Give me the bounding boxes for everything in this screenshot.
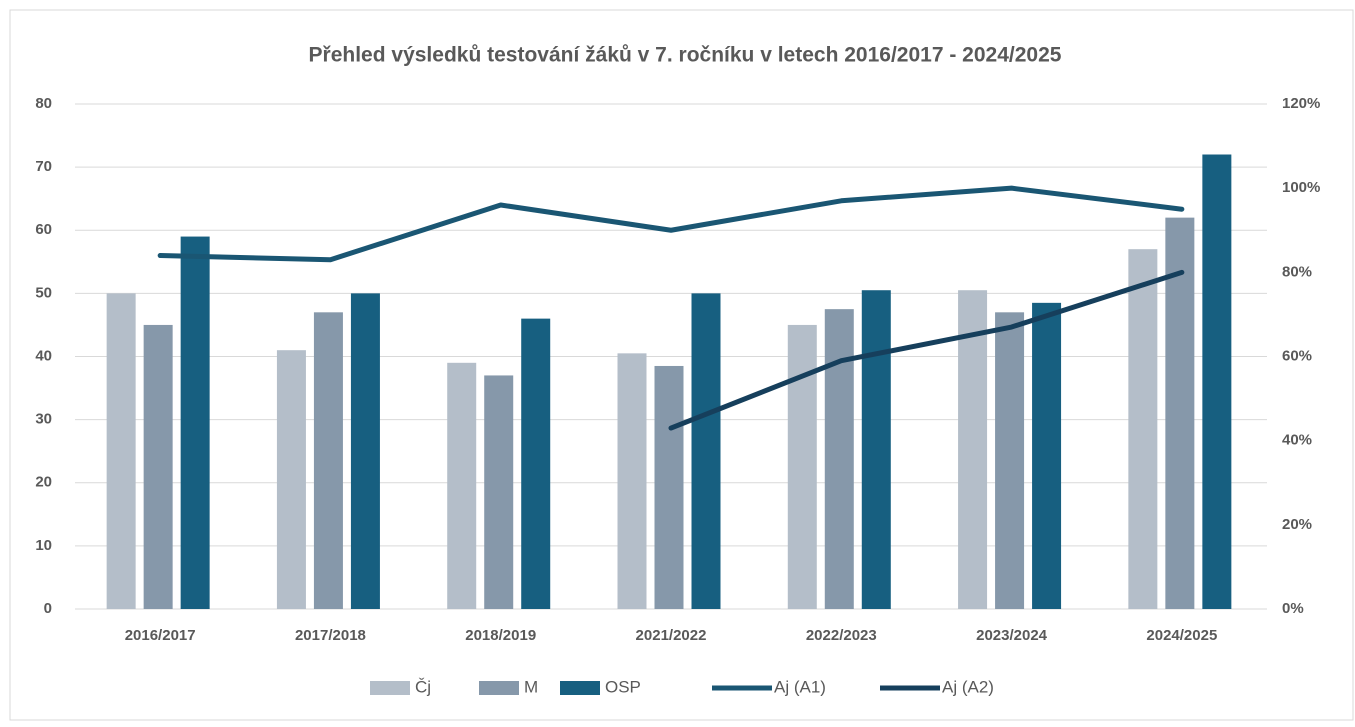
bar xyxy=(787,324,817,609)
y-tick-label: 30 xyxy=(35,411,52,428)
bar xyxy=(447,362,477,609)
x-tick-label: 2021/2022 xyxy=(636,627,707,644)
legend-label: Aj (A2) xyxy=(942,677,994,696)
bar xyxy=(691,293,721,609)
x-tick-label: 2022/2023 xyxy=(806,627,877,644)
legend-label: Čj xyxy=(415,677,431,696)
y2-tick-label: 60% xyxy=(1282,347,1312,364)
y-tick-label: 0 xyxy=(44,600,52,617)
legend-swatch xyxy=(370,681,410,695)
y2-tick-label: 100% xyxy=(1282,179,1320,196)
bar xyxy=(617,353,647,609)
bar xyxy=(1032,302,1062,609)
bar xyxy=(861,290,891,609)
bar xyxy=(654,365,684,609)
line xyxy=(157,185,1185,263)
y-tick-label: 60 xyxy=(35,221,52,238)
y-tick-label: 10 xyxy=(35,537,52,554)
legend-label: Aj (A1) xyxy=(774,677,826,696)
bar xyxy=(484,375,514,609)
y2-tick-label: 40% xyxy=(1282,432,1312,449)
bar xyxy=(106,293,136,609)
y2-tick-label: 0% xyxy=(1282,600,1304,617)
y2-tick-label: 80% xyxy=(1282,263,1312,280)
x-tick-label: 2024/2025 xyxy=(1146,627,1217,644)
bar xyxy=(180,236,210,609)
y-tick-label: 40 xyxy=(35,347,52,364)
y-tick-label: 70 xyxy=(35,158,52,175)
x-tick-label: 2016/2017 xyxy=(125,627,196,644)
bar xyxy=(1202,154,1232,609)
bar xyxy=(1165,217,1195,609)
legend-label: OSP xyxy=(605,677,641,696)
legend-label: M xyxy=(524,677,538,696)
y2-tick-label: 20% xyxy=(1282,516,1312,533)
bar xyxy=(1128,249,1158,609)
x-tick-label: 2023/2024 xyxy=(976,627,1048,644)
bar xyxy=(521,318,551,609)
legend-swatch xyxy=(479,681,519,695)
bar xyxy=(995,312,1025,609)
legend-swatch xyxy=(560,681,600,695)
bar xyxy=(824,309,854,609)
x-tick-label: 2017/2018 xyxy=(295,627,366,644)
bar xyxy=(313,312,343,609)
bar xyxy=(143,324,173,609)
y2-tick-label: 120% xyxy=(1282,95,1320,112)
bar xyxy=(350,293,380,609)
chart-title: Přehled výsledků testování žáků v 7. roč… xyxy=(309,44,1062,67)
y-tick-label: 80 xyxy=(35,95,52,112)
bar xyxy=(958,290,988,609)
y-tick-label: 50 xyxy=(35,284,52,301)
x-tick-label: 2018/2019 xyxy=(465,627,536,644)
line xyxy=(668,269,1185,431)
bar xyxy=(276,350,306,609)
y-tick-label: 20 xyxy=(35,474,52,491)
